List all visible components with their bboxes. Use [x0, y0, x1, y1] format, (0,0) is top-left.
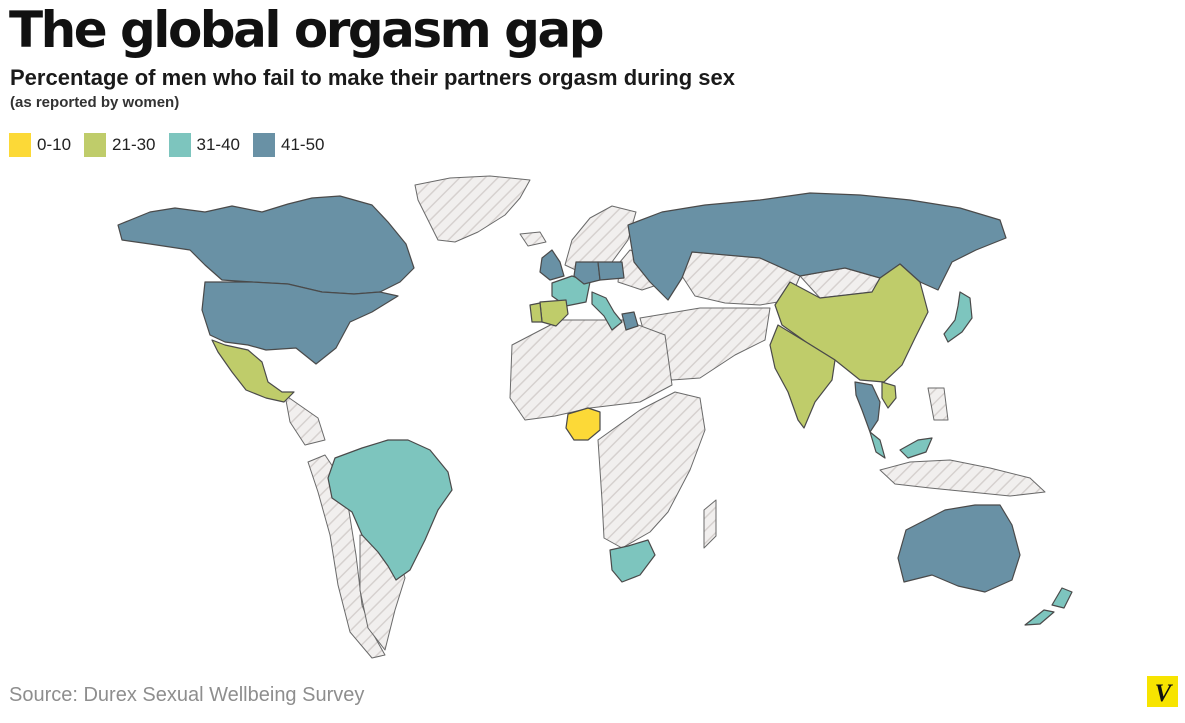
country-new-zealand	[1024, 587, 1073, 626]
country-mexico	[211, 339, 295, 403]
iceland	[519, 231, 547, 247]
legend-swatch	[9, 133, 31, 157]
greenland	[414, 175, 531, 243]
legend: 0-10 21-30 31-40 41-50	[9, 133, 337, 157]
vox-logo: V	[1147, 676, 1178, 707]
country-malaysia	[869, 431, 933, 459]
country-brazil	[327, 439, 453, 581]
legend-swatch	[84, 133, 107, 157]
country-south-africa	[609, 539, 656, 583]
legend-item-31-40: 31-40	[168, 133, 240, 157]
country-usa	[201, 281, 399, 365]
country-china	[774, 263, 929, 383]
legend-label: 41-50	[281, 135, 325, 154]
central-america	[284, 394, 326, 446]
country-japan	[943, 291, 973, 343]
legend-item-0-10: 0-10	[9, 133, 71, 157]
legend-swatch	[253, 133, 275, 157]
legend-swatch	[168, 133, 191, 157]
country-portugal	[529, 302, 543, 323]
west-africa-sahara	[509, 319, 673, 421]
world-map	[117, 175, 1073, 659]
logo-mark: V	[1154, 680, 1173, 705]
madagascar	[703, 499, 717, 549]
central-east-africa	[597, 391, 706, 549]
southeast-asia-islands	[879, 459, 1046, 497]
philippines	[927, 387, 949, 421]
country-thailand	[854, 381, 881, 433]
country-italy	[591, 291, 623, 331]
country-uk	[539, 249, 565, 281]
country-russia	[627, 192, 1007, 301]
no-data-regions	[284, 175, 1046, 659]
chart-note: (as reported by women)	[10, 94, 180, 111]
country-vietnam	[881, 381, 897, 409]
chart-title: The global orgasm gap	[9, 1, 605, 59]
country-poland	[597, 261, 625, 281]
country-india	[769, 324, 836, 429]
country-canada	[117, 195, 415, 295]
legend-label: 21-30	[112, 135, 156, 154]
legend-label: 0-10	[37, 135, 72, 154]
country-greece	[621, 311, 639, 331]
country-nigeria	[565, 407, 601, 441]
country-france	[551, 275, 591, 307]
source-note: Source: Durex Sexual Wellbeing Survey	[9, 684, 365, 706]
country-germany	[573, 261, 601, 285]
svg-text:V: V	[1154, 680, 1173, 705]
legend-item-41-50: 41-50	[253, 133, 324, 157]
chart-subtitle: Percentage of men who fail to make their…	[10, 65, 735, 90]
legend-item-21-30: 21-30	[84, 133, 156, 157]
south-america-west	[307, 454, 386, 659]
country-australia	[897, 504, 1021, 593]
legend-label: 31-40	[196, 135, 240, 154]
